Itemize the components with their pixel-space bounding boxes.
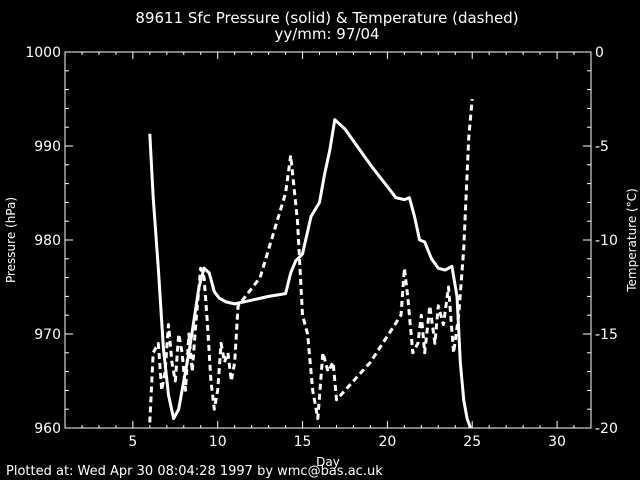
y-left-tick-label: 1000 (25, 45, 61, 61)
chart-subtitle: yy/mm: 97/04 (274, 25, 379, 43)
plot-frame (64, 51, 592, 429)
x-axis-label: Day (316, 455, 340, 469)
y-axis-left: 960 970 980 990 1000 (25, 45, 73, 437)
plot-footer: Plotted at: Wed Apr 30 08:04:28 1997 by … (6, 464, 383, 479)
y-axis-right: -20 -15 -10 -5 0 (583, 45, 618, 437)
y-left-tick-label: 970 (34, 327, 61, 343)
y-left-tick-label: 960 (34, 421, 61, 437)
x-tick-label: 20 (378, 434, 396, 450)
y-right-tick-label: -10 (595, 233, 618, 249)
y-right-tick-label: 0 (595, 45, 604, 61)
temperature-series-line (148, 98, 474, 423)
y-right-tick-label: -20 (595, 421, 618, 437)
y-left-tick-label: 990 (34, 139, 61, 155)
x-tick-label: 30 (548, 434, 566, 450)
y-left-tick-label: 980 (34, 233, 61, 249)
y-axis-left-label: Pressure (hPa) (4, 197, 18, 283)
y-axis-right-label: Temperature (°C) (625, 188, 639, 293)
x-tick-label: 5 (128, 434, 137, 450)
y-right-tick-label: -5 (595, 139, 609, 155)
y-right-tick-label: -15 (595, 327, 618, 343)
x-tick-label: 25 (463, 434, 481, 450)
series-layer (148, 98, 474, 429)
chart-title: 89611 Sfc Pressure (solid) & Temperature… (135, 9, 518, 27)
x-axis: 5 10 15 20 25 30 (81, 52, 575, 450)
pressure-series-line (148, 118, 472, 429)
x-tick-label: 10 (209, 434, 227, 450)
x-tick-label: 15 (294, 434, 312, 450)
